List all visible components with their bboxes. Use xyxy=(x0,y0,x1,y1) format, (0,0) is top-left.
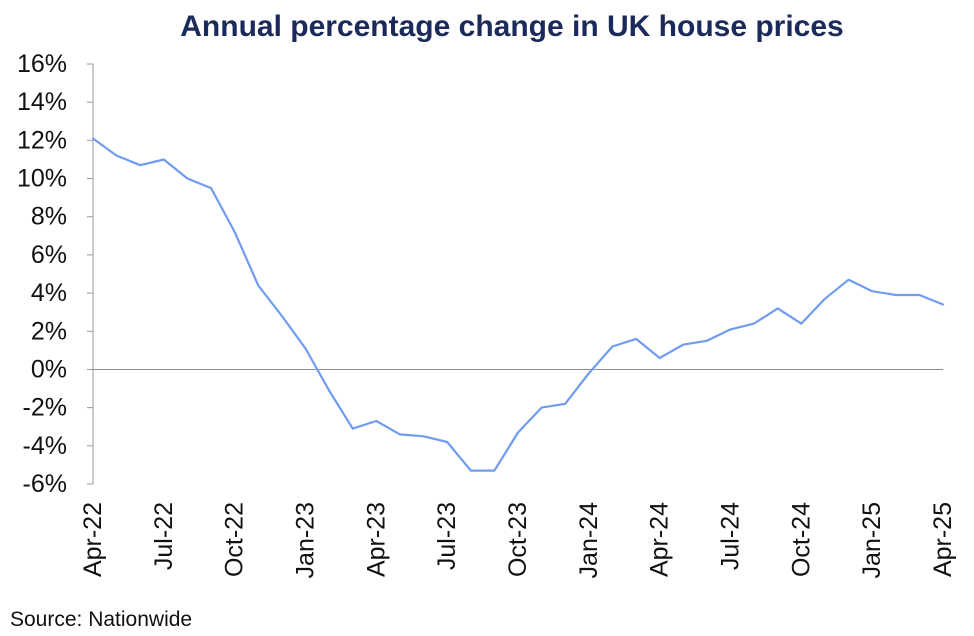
x-tick-label: Jan-25 xyxy=(858,502,886,578)
source-note: Source: Nationwide xyxy=(10,608,193,631)
y-tick-label: -6% xyxy=(23,470,67,498)
chart-title: Annual percentage change in UK house pri… xyxy=(180,10,844,43)
x-tick-label: Oct-22 xyxy=(221,502,249,577)
x-tick-label: Apr-23 xyxy=(362,502,390,577)
y-tick-label: 0% xyxy=(31,355,67,383)
y-tick-label: 14% xyxy=(17,88,67,116)
y-tick-label: 16% xyxy=(17,50,67,78)
x-tick-label: Apr-24 xyxy=(646,502,674,577)
y-tick-label: 12% xyxy=(17,126,67,154)
y-tick-label: 2% xyxy=(31,317,67,345)
x-tick-label: Jul-23 xyxy=(433,502,461,570)
y-tick-label: 10% xyxy=(17,165,67,193)
x-tick-label: Jul-22 xyxy=(150,502,178,570)
y-tick-label: 6% xyxy=(31,241,67,269)
x-tick-label: Apr-25 xyxy=(929,502,957,577)
y-tick-label: -4% xyxy=(23,432,67,460)
y-tick-label: 8% xyxy=(31,203,67,231)
x-tick-label: Oct-24 xyxy=(787,502,815,577)
y-tick-label: 4% xyxy=(31,279,67,307)
series-line xyxy=(91,137,945,472)
x-tick-label: Oct-23 xyxy=(504,502,532,577)
x-tick-label: Jan-24 xyxy=(575,502,603,579)
x-tick-label: Jan-23 xyxy=(292,502,320,578)
x-tick-label: Jul-24 xyxy=(717,502,745,570)
x-tick-label: Apr-22 xyxy=(79,502,107,577)
y-tick-label: -2% xyxy=(23,394,67,422)
